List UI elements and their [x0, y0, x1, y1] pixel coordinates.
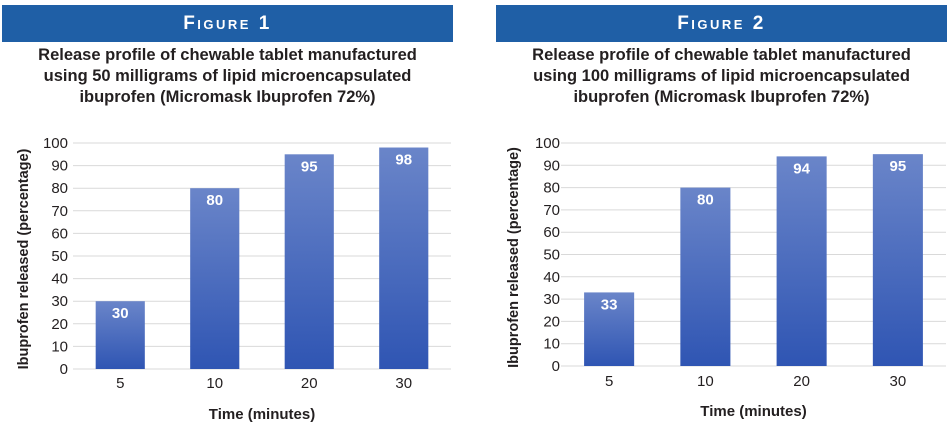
figure-2-panel: Figure 2 Release profile of chewable tab…: [496, 0, 947, 429]
bar: [872, 154, 923, 366]
x-tick-label: 20: [793, 373, 810, 390]
bar: [776, 156, 827, 366]
y-tick-label: 60: [543, 224, 560, 241]
x-tick-label: 30: [890, 373, 907, 390]
y-tick-label: 80: [51, 180, 68, 197]
x-tick-label: 30: [395, 375, 412, 392]
y-tick-label: 100: [43, 135, 68, 152]
y-axis-title: Ibuprofen released (percentage): [16, 148, 32, 369]
y-tick-label: 70: [51, 203, 68, 220]
y-tick-label: 50: [51, 248, 68, 265]
y-tick-label: 0: [60, 361, 68, 378]
bar: [680, 187, 731, 366]
y-tick-label: 40: [543, 269, 560, 286]
y-tick-label: 90: [543, 157, 560, 174]
bar-value-label: 33: [601, 296, 618, 313]
y-tick-label: 10: [543, 336, 560, 353]
figure-1-title: Release profile of chewable tablet manuf…: [38, 46, 417, 106]
y-tick-label: 30: [543, 291, 560, 308]
x-axis-title: Time (minutes): [700, 403, 806, 420]
y-tick-label: 20: [543, 313, 560, 330]
figure-2-banner: Figure 2: [496, 5, 947, 42]
bar-value-label: 80: [206, 192, 223, 209]
figure-1-chart: 0 10 20 30 40 50 60 70 80 90 100 30 5 80 10 95 20 98 30 Tim…: [16, 135, 451, 423]
y-axis-title: Ibuprofen released (percentage): [506, 147, 522, 368]
y-tick-label: 0: [552, 358, 560, 375]
y-tick-label: 20: [51, 316, 68, 333]
bar-value-label: 95: [301, 158, 318, 175]
x-axis-title: Time (minutes): [209, 406, 315, 423]
figure-1-banner: Figure 1: [2, 5, 453, 42]
bar: [284, 154, 334, 369]
x-tick-label: 5: [605, 373, 613, 390]
bar-value-label: 80: [697, 192, 714, 209]
x-tick-label: 5: [116, 375, 124, 392]
y-tick-label: 90: [51, 158, 68, 175]
bar: [95, 301, 145, 369]
x-tick-label: 10: [206, 375, 223, 392]
y-tick-label: 60: [51, 225, 68, 242]
bar-value-label: 30: [112, 305, 129, 322]
x-tick-label: 20: [301, 375, 318, 392]
bar-value-label: 95: [890, 158, 907, 175]
bar-value-label: 98: [395, 152, 412, 169]
bar: [379, 147, 429, 369]
y-tick-label: 70: [543, 202, 560, 219]
x-tick-label: 10: [697, 373, 714, 390]
y-tick-label: 10: [51, 338, 68, 355]
bar: [190, 188, 240, 369]
y-tick-label: 40: [51, 271, 68, 288]
y-tick-label: 80: [543, 180, 560, 197]
y-tick-label: 50: [543, 247, 560, 264]
bar: [584, 292, 635, 366]
y-tick-label: 100: [535, 135, 560, 152]
figure-1-panel: Figure 1 Release profile of chewable tab…: [2, 0, 453, 429]
bar-value-label: 94: [793, 160, 810, 177]
figure-2-title: Release profile of chewable tablet manuf…: [532, 46, 911, 106]
figure-2-chart: 0 10 20 30 40 50 60 70 80 90 100 33 5 80 10 94 20 95 30 Tim…: [506, 135, 946, 420]
y-tick-label: 30: [51, 293, 68, 310]
